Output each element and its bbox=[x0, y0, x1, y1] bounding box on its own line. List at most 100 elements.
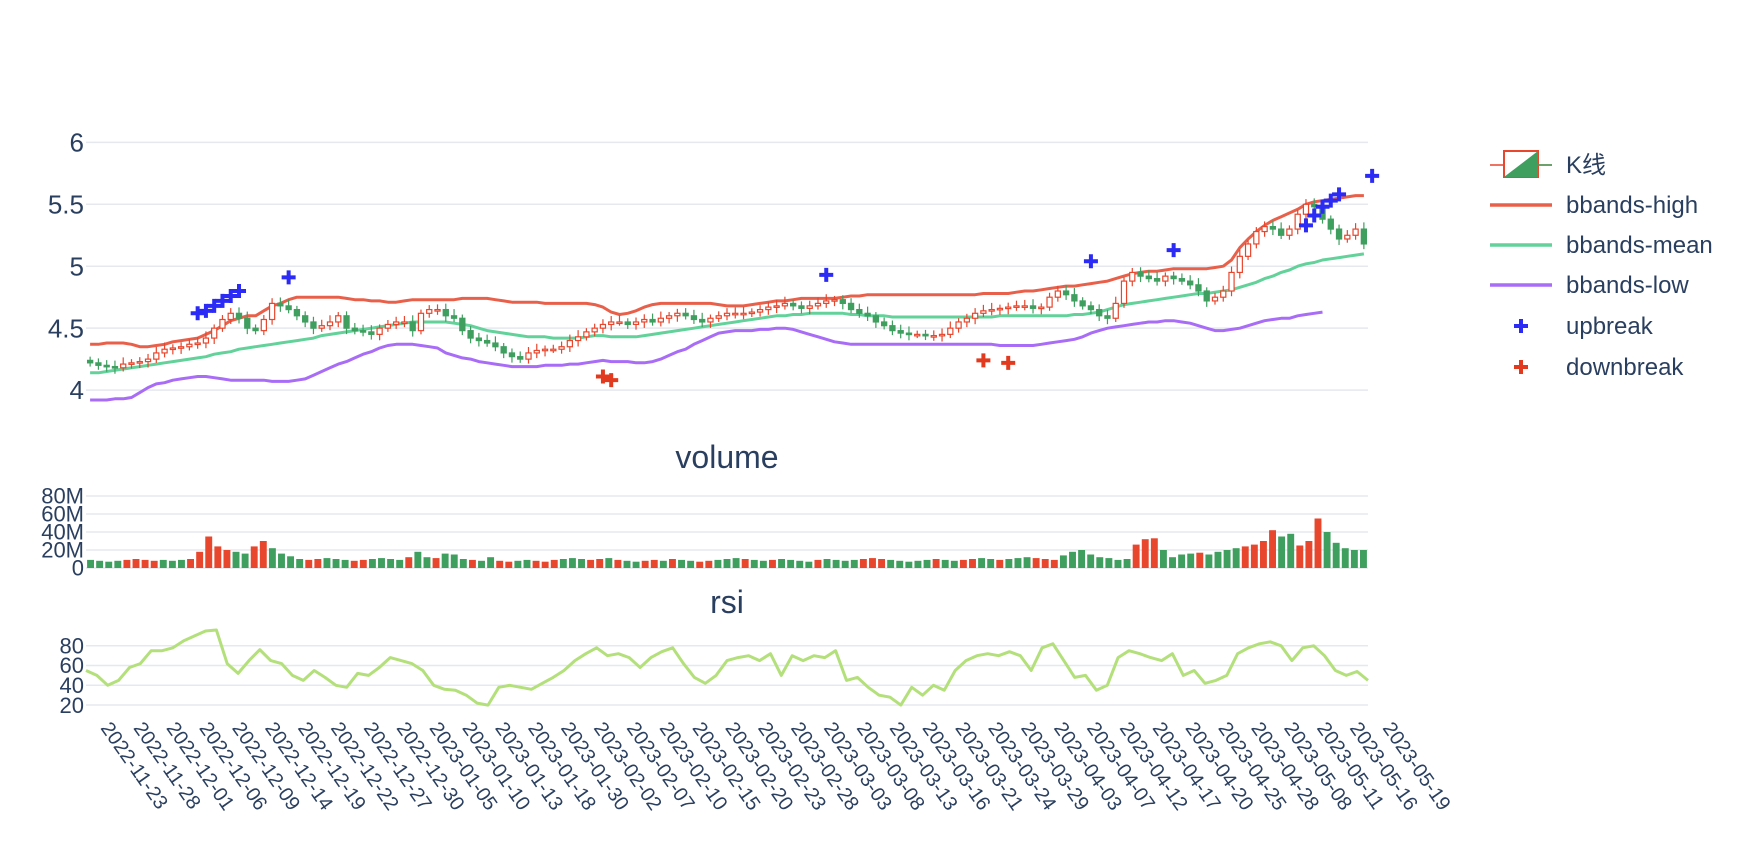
volume-bar bbox=[596, 559, 604, 568]
upbreak-marker bbox=[190, 306, 205, 321]
candle-body bbox=[773, 305, 780, 308]
legend-label: bbands-high bbox=[1566, 192, 1698, 219]
candle-body bbox=[227, 312, 234, 321]
volume-bar bbox=[396, 559, 404, 568]
candle-body bbox=[723, 312, 731, 317]
volume-bar bbox=[905, 561, 913, 568]
volume-bar bbox=[568, 558, 576, 568]
candle-body bbox=[1162, 275, 1169, 282]
candle-body bbox=[641, 318, 648, 323]
volume-bar bbox=[687, 560, 695, 568]
price-y-tick-label: 5.5 bbox=[48, 189, 84, 219]
volume-bar bbox=[468, 559, 476, 568]
volume-bar bbox=[1041, 559, 1049, 568]
volume-bar bbox=[841, 560, 849, 568]
candle-body bbox=[947, 327, 954, 335]
legend-label: upbreak bbox=[1566, 313, 1654, 340]
candle-body bbox=[1211, 296, 1219, 302]
upbreak-marker bbox=[281, 270, 296, 285]
candle-body bbox=[467, 330, 474, 339]
candle-body bbox=[541, 348, 549, 352]
volume-bar bbox=[1123, 559, 1131, 568]
candle-body bbox=[392, 321, 400, 326]
volume-bar bbox=[1023, 557, 1031, 568]
upbreak-marker bbox=[1307, 208, 1322, 223]
volume-bar bbox=[223, 550, 231, 568]
candle-body bbox=[1129, 271, 1136, 282]
downbreak-marker bbox=[976, 353, 991, 368]
volume-bar bbox=[168, 560, 176, 568]
volume-bar bbox=[1005, 559, 1013, 568]
candle-body bbox=[699, 318, 706, 323]
volume-bar bbox=[123, 559, 131, 568]
volume-bar bbox=[705, 560, 713, 568]
rsi-y-tick-label: 60 bbox=[60, 653, 84, 678]
volume-bar bbox=[205, 536, 213, 568]
candle-body bbox=[599, 323, 607, 329]
volume-bar bbox=[132, 559, 140, 568]
candle-body bbox=[1178, 278, 1186, 282]
candle-body bbox=[1079, 300, 1086, 307]
candle-body bbox=[980, 310, 987, 314]
volume-bar bbox=[268, 548, 276, 568]
candle-body bbox=[632, 321, 640, 326]
upbreak-marker bbox=[223, 288, 238, 303]
candle-body bbox=[434, 308, 441, 312]
candle-body bbox=[1302, 203, 1310, 215]
candle-body bbox=[583, 331, 590, 338]
volume-bar bbox=[178, 559, 185, 568]
candle-body bbox=[1244, 243, 1252, 257]
candle-body bbox=[475, 337, 483, 342]
upbreak-marker bbox=[198, 303, 213, 318]
volume-bar bbox=[532, 560, 540, 568]
volume-bar bbox=[923, 559, 931, 568]
volume-y-tick-label: 20M bbox=[41, 538, 84, 563]
candle-body bbox=[996, 307, 1004, 311]
candle-body bbox=[252, 327, 259, 332]
volume-bar bbox=[641, 560, 649, 568]
candle-body bbox=[558, 346, 565, 350]
candle-body bbox=[657, 317, 664, 323]
candle-body bbox=[219, 318, 226, 329]
volume-bar bbox=[1196, 552, 1204, 568]
candle-body bbox=[1153, 278, 1161, 282]
candle-body bbox=[244, 317, 251, 329]
volume-bar bbox=[450, 554, 458, 568]
rsi-y-tick-label: 20 bbox=[60, 693, 84, 718]
legend-label: bbands-low bbox=[1566, 272, 1689, 299]
candle-body bbox=[864, 312, 871, 317]
volume-bar bbox=[214, 546, 222, 568]
candle-body bbox=[268, 302, 276, 321]
candle-body bbox=[1195, 284, 1202, 292]
candle-body bbox=[111, 365, 119, 369]
candle-body bbox=[732, 312, 739, 316]
volume-bar bbox=[1259, 541, 1267, 568]
candle-body bbox=[517, 356, 524, 360]
candlestick-icon bbox=[1490, 150, 1552, 178]
candle-body bbox=[120, 363, 127, 369]
volume-bar bbox=[114, 560, 122, 568]
candle-body bbox=[343, 315, 350, 329]
candle-body bbox=[566, 339, 574, 348]
volume-bar bbox=[896, 560, 904, 568]
candle-body bbox=[1360, 228, 1368, 245]
upbreak-marker bbox=[819, 267, 834, 282]
volume-bar bbox=[1178, 554, 1186, 568]
volume-bar bbox=[578, 559, 585, 568]
volume-bar bbox=[978, 558, 986, 568]
candle-body bbox=[1294, 213, 1301, 230]
candle-body bbox=[500, 346, 507, 354]
candle-body bbox=[318, 325, 325, 329]
volume-bar bbox=[887, 559, 895, 568]
volume-bar bbox=[496, 560, 504, 568]
price-y-tick-label: 5 bbox=[70, 251, 84, 281]
volume-bar bbox=[1169, 557, 1176, 568]
candle-body bbox=[211, 327, 218, 339]
volume-bar bbox=[714, 559, 722, 568]
volume-bar bbox=[1269, 530, 1276, 568]
volume-bar bbox=[959, 559, 967, 568]
candle-body bbox=[1269, 226, 1277, 230]
volume-bar bbox=[914, 560, 922, 568]
candle-body bbox=[409, 321, 416, 332]
candle-body bbox=[384, 323, 392, 329]
